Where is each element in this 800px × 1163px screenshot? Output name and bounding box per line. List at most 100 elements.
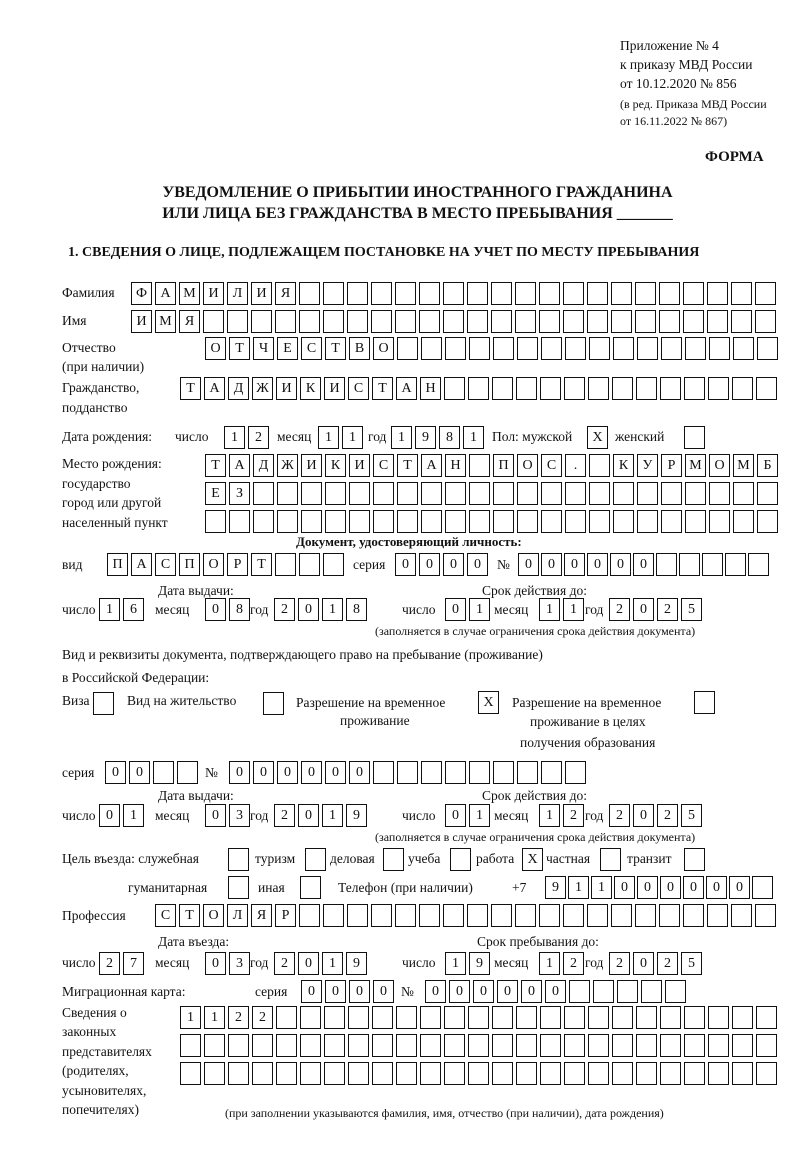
char-cell[interactable]: Я [275,282,296,305]
char-cell[interactable] [708,1062,729,1085]
char-cell[interactable]: 0 [253,761,274,784]
char-cell[interactable] [679,553,700,576]
char-cell[interactable]: 0 [419,553,440,576]
char-cell[interactable] [348,1006,369,1029]
char-cell[interactable]: М [685,454,706,477]
char-cell[interactable] [637,337,658,360]
char-cell[interactable]: 0 [445,598,466,621]
char-cell[interactable]: 2 [563,804,584,827]
char-cell[interactable]: 2 [248,426,269,449]
char-cell[interactable]: Ж [252,377,273,400]
char-cell[interactable]: Т [229,337,250,360]
char-cell[interactable] [275,553,296,576]
char-cell[interactable] [347,282,368,305]
char-cell[interactable] [660,1006,681,1029]
char-cell[interactable] [300,1006,321,1029]
char-cell[interactable]: 0 [637,876,658,899]
char-cell[interactable]: 0 [633,804,654,827]
char-cell[interactable] [683,310,704,333]
char-cell[interactable]: 2 [657,952,678,975]
char-cell[interactable] [656,553,677,576]
char-cell[interactable] [397,482,418,505]
char-cell[interactable] [540,1034,561,1057]
char-cell[interactable] [517,482,538,505]
birthplace-row[interactable] [205,510,778,533]
char-cell[interactable] [228,1034,249,1057]
char-cell[interactable]: К [325,454,346,477]
char-cell[interactable]: М [179,282,200,305]
char-cell[interactable] [93,692,114,715]
char-cell[interactable] [492,1034,513,1057]
char-cell[interactable]: Я [251,904,272,927]
char-cell[interactable]: 0 [521,980,542,1003]
char-cell[interactable] [299,553,320,576]
char-cell[interactable] [611,310,632,333]
char-cell[interactable]: X [522,848,543,871]
char-cell[interactable] [263,692,284,715]
char-cell[interactable]: А [131,553,152,576]
char-cell[interactable]: 0 [614,876,635,899]
char-cell[interactable] [396,1062,417,1085]
char-cell[interactable]: С [348,377,369,400]
char-cell[interactable] [731,310,752,333]
char-cell[interactable] [661,337,682,360]
char-cell[interactable]: Т [180,377,201,400]
char-cell[interactable]: Т [397,454,418,477]
char-cell[interactable]: 1 [180,1006,201,1029]
char-cell[interactable]: Б [757,454,778,477]
char-cell[interactable] [659,904,680,927]
char-cell[interactable] [373,482,394,505]
char-cell[interactable] [635,310,656,333]
char-cell[interactable]: 9 [469,952,490,975]
char-cell[interactable] [539,282,560,305]
visa-checkbox[interactable] [93,692,114,715]
char-cell[interactable] [468,1062,489,1085]
char-cell[interactable] [732,1034,753,1057]
char-cell[interactable]: А [421,454,442,477]
char-cell[interactable] [707,282,728,305]
char-cell[interactable] [372,1006,393,1029]
char-cell[interactable] [708,377,729,400]
char-cell[interactable] [491,282,512,305]
char-cell[interactable]: 1 [563,598,584,621]
char-cell[interactable] [683,282,704,305]
char-cell[interactable]: Л [227,282,248,305]
char-cell[interactable] [299,904,320,927]
char-cell[interactable] [347,904,368,927]
char-cell[interactable] [612,377,633,400]
char-cell[interactable]: 0 [205,598,226,621]
residence-checkbox[interactable] [263,692,284,715]
char-cell[interactable] [757,510,778,533]
char-cell[interactable]: . [565,454,586,477]
char-cell[interactable] [612,1062,633,1085]
char-cell[interactable] [443,282,464,305]
char-cell[interactable] [397,337,418,360]
char-cell[interactable] [587,282,608,305]
char-cell[interactable] [515,310,536,333]
char-cell[interactable] [709,482,730,505]
char-cell[interactable] [277,482,298,505]
char-cell[interactable] [515,904,536,927]
char-cell[interactable] [443,310,464,333]
char-cell[interactable] [323,904,344,927]
char-cell[interactable]: И [251,282,272,305]
char-cell[interactable]: Р [661,454,682,477]
char-cell[interactable]: 0 [564,553,585,576]
char-cell[interactable] [757,482,778,505]
char-cell[interactable] [493,761,514,784]
char-cell[interactable] [299,310,320,333]
char-cell[interactable]: К [300,377,321,400]
char-cell[interactable] [756,377,777,400]
char-cell[interactable]: 2 [609,804,630,827]
char-cell[interactable] [276,1062,297,1085]
char-cell[interactable] [275,310,296,333]
char-cell[interactable] [468,1006,489,1029]
char-cell[interactable]: М [155,310,176,333]
char-cell[interactable] [492,1006,513,1029]
char-cell[interactable]: 0 [706,876,727,899]
